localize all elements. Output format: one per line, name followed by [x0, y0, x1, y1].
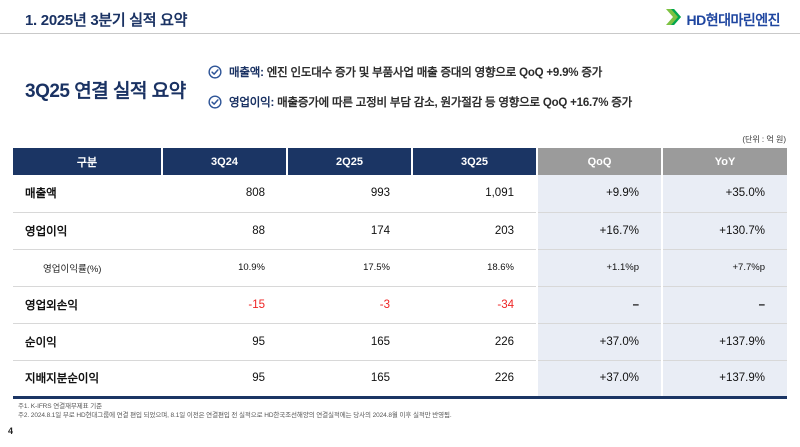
financial-summary-table: 구분 3Q24 2Q25 3Q25 QoQ YoY 매출액 808 993 1,… [13, 148, 787, 399]
summary-bullets: 매출액: 엔진 인도대수 증가 및 부품사업 매출 증대의 영향으로 QoQ +… [208, 60, 768, 120]
cell-yoy: +137.9% [661, 323, 787, 361]
company-logo: HD현대마린엔진 [665, 8, 780, 31]
cell-yoy: +35.0% [661, 175, 787, 213]
cell-2q25: 165 [287, 323, 412, 361]
row-label: 영업외손익 [13, 286, 162, 324]
cell-3q24: 95 [162, 360, 287, 397]
slide-header: 1. 2025년 3분기 실적 요약 HD현대마린엔진 [0, 0, 800, 34]
table-row-net-profit: 순이익 95 165 226 +37.0% +137.9% [13, 323, 787, 361]
bullet-text: 영업이익: 매출증가에 따른 고정비 부담 감소, 원가절감 등 영향으로 Qo… [229, 94, 632, 110]
footnote-1: 주1. K-IFRS 연결재무제표 기준 [18, 403, 102, 410]
table-row-operating-profit: 영업이익 88 174 203 +16.7% +130.7% [13, 212, 787, 250]
cell-3q25: 226 [412, 360, 537, 397]
cell-yoy: +130.7% [661, 212, 787, 250]
cell-qoq: +9.9% [536, 175, 662, 213]
table-header-row: 구분 3Q24 2Q25 3Q25 QoQ YoY [13, 148, 787, 175]
table-row-non-operating: 영업외손익 -15 -3 -34 – – [13, 286, 787, 324]
page-number: 4 [8, 426, 14, 436]
cell-3q24: 95 [162, 323, 287, 361]
table-row-controlling-net-profit: 지배지분순이익 95 165 226 +37.0% +137.9% [13, 360, 787, 397]
bullet-label: 매출액: [229, 67, 264, 79]
column-header-3q25: 3Q25 [412, 148, 538, 175]
cell-2q25: 17.5% [287, 249, 412, 287]
check-circle-icon [208, 95, 222, 109]
unit-note: (단위 : 억 원) [742, 135, 786, 144]
cell-qoq: +16.7% [536, 212, 662, 250]
cell-3q25: 226 [412, 323, 537, 361]
cell-3q25: 1,091 [412, 175, 537, 213]
footnote-2: 주2. 2024.8.1일 부로 HD현대그룹에 연결 편입 되었으며, 8.1… [18, 411, 452, 419]
hd-hyundai-chevron-icon [665, 8, 682, 31]
cell-yoy: – [661, 286, 787, 324]
row-label: 순이익 [13, 323, 162, 361]
column-header-qoq: QoQ [537, 148, 663, 175]
bullet-body: 엔진 인도대수 증가 및 부품사업 매출 증대의 영향으로 QoQ +9.9% … [263, 67, 603, 79]
footnotes: 주1. K-IFRS 연결재무제표 기준 주2. 2024.8.1일 부로 HD… [18, 403, 452, 421]
check-circle-icon [208, 65, 222, 79]
cell-2q25: -3 [287, 286, 412, 324]
summary-bullet-revenue: 매출액: 엔진 인도대수 증가 및 부품사업 매출 증대의 영향으로 QoQ +… [208, 60, 768, 84]
column-header-yoy: YoY [662, 148, 787, 175]
column-header-2q25: 2Q25 [287, 148, 413, 175]
cell-3q25: 18.6% [412, 249, 537, 287]
column-header-3q24: 3Q24 [162, 148, 288, 175]
cell-3q24: 88 [162, 212, 287, 250]
cell-yoy: +137.9% [661, 360, 787, 397]
bullet-label: 영업이익: [229, 97, 275, 109]
cell-2q25: 174 [287, 212, 412, 250]
cell-yoy: +7.7%p [661, 249, 787, 287]
row-label: 지배지분순이익 [13, 360, 162, 397]
row-label: 영업이익 [13, 212, 162, 250]
section-heading: 3Q25 연결 실적 요약 [25, 81, 186, 102]
row-label: 영업이익률(%) [13, 249, 162, 287]
cell-3q24: 808 [162, 175, 287, 213]
company-logo-text: HD현대마린엔진 [686, 11, 780, 28]
cell-2q25: 165 [287, 360, 412, 397]
summary-bullet-operating-profit: 영업이익: 매출증가에 따른 고정비 부담 감소, 원가절감 등 영향으로 Qo… [208, 90, 768, 114]
cell-2q25: 993 [287, 175, 412, 213]
bullet-body: 매출증가에 따른 고정비 부담 감소, 원가절감 등 영향으로 QoQ +16.… [274, 97, 633, 109]
row-label: 매출액 [13, 175, 162, 213]
cell-3q24: -15 [162, 286, 287, 324]
column-header-category: 구분 [13, 148, 163, 175]
cell-qoq: +37.0% [536, 323, 662, 361]
cell-3q25: 203 [412, 212, 537, 250]
table-row-revenue: 매출액 808 993 1,091 +9.9% +35.0% [13, 175, 787, 213]
cell-qoq: +37.0% [536, 360, 662, 397]
table-row-operating-margin: 영업이익률(%) 10.9% 17.5% 18.6% +1.1%p +7.7%p [13, 249, 787, 287]
cell-3q25: -34 [412, 286, 537, 324]
cell-3q24: 10.9% [162, 249, 287, 287]
bullet-text: 매출액: 엔진 인도대수 증가 및 부품사업 매출 증대의 영향으로 QoQ +… [229, 64, 602, 80]
cell-qoq: +1.1%p [536, 249, 662, 287]
page-title: 1. 2025년 3분기 실적 요약 [25, 12, 188, 29]
cell-qoq: – [536, 286, 662, 324]
